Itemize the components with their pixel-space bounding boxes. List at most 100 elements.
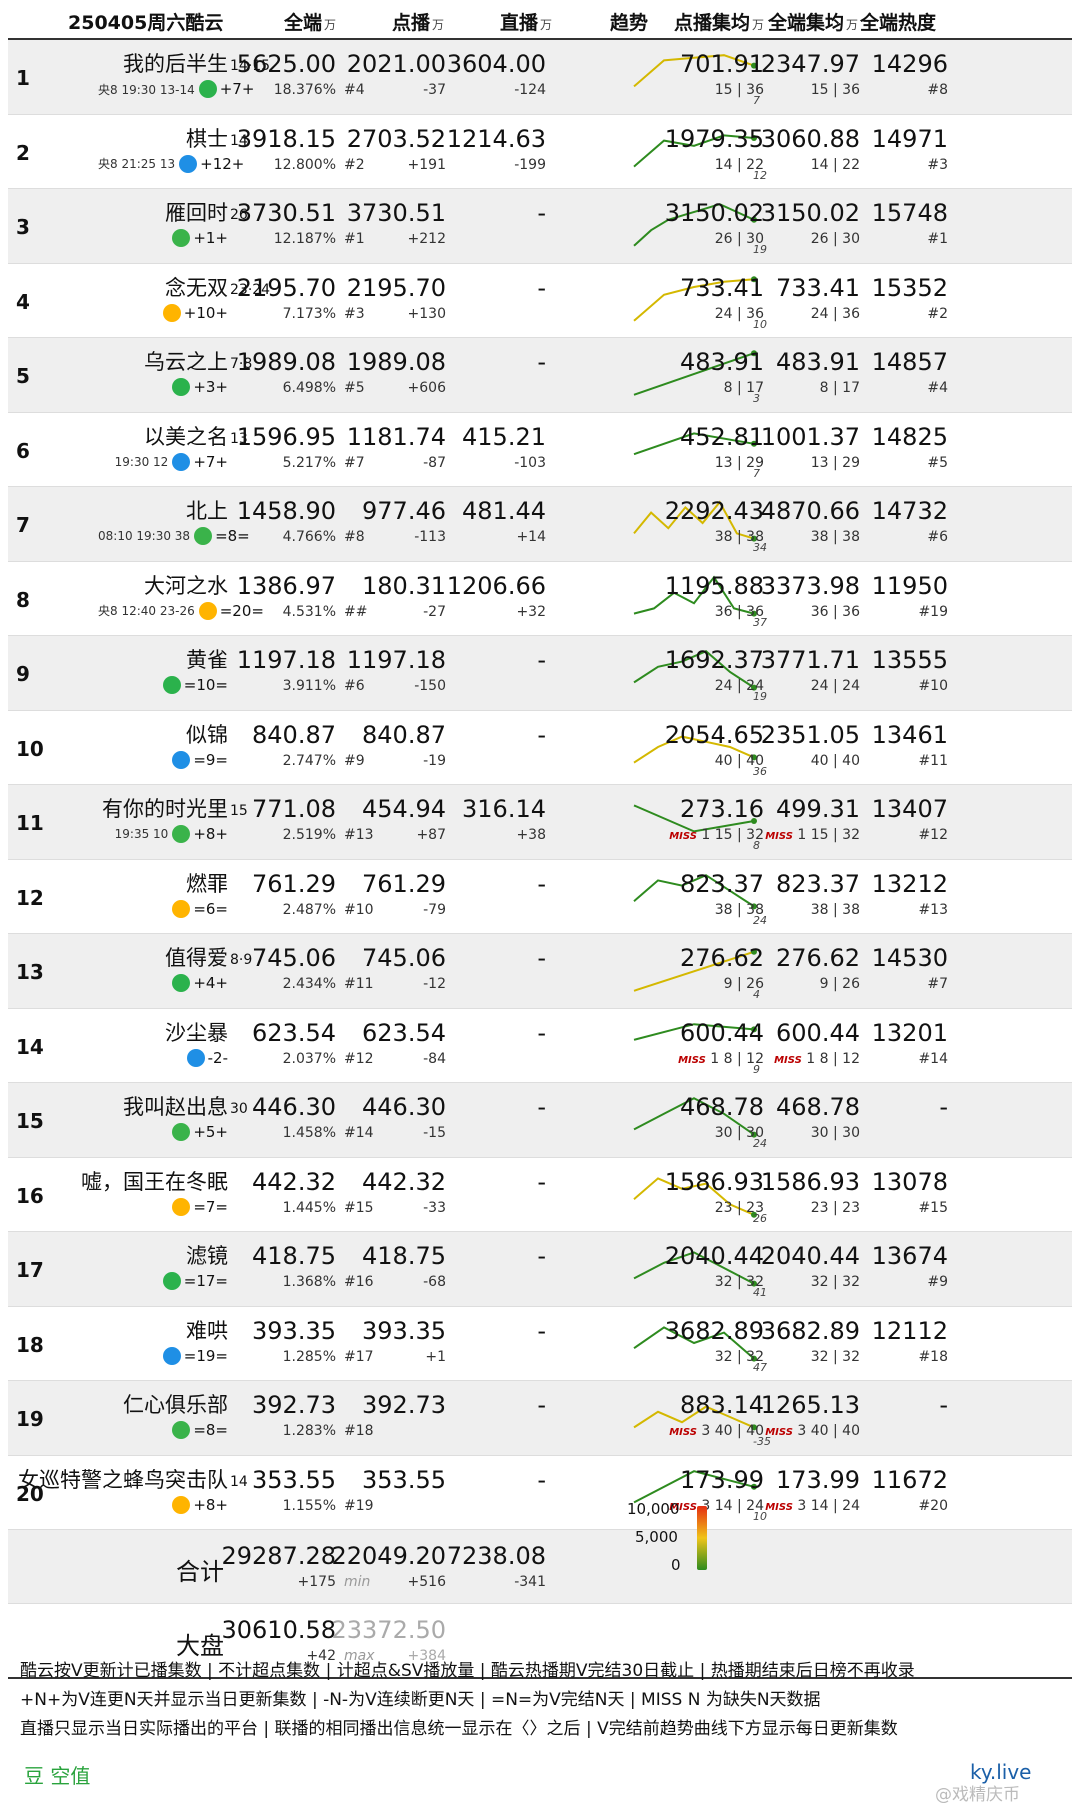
live-value: 1206.66: [446, 571, 546, 600]
vod-value: 761.29: [362, 869, 446, 898]
vod-average-ep-text: 26 | 30: [714, 231, 764, 247]
schedule-info: 央8 19:30 13-14 +7+: [98, 80, 254, 98]
schedule-info: +10+: [98, 303, 228, 322]
show-title: 棋士: [186, 126, 228, 151]
total-average: 3060.88: [760, 124, 860, 153]
total-average: 173.99: [776, 1465, 860, 1494]
vod-value: 180.31: [362, 571, 446, 600]
row-rank: 14: [16, 1034, 44, 1059]
vod-value: 1197.18: [346, 646, 446, 674]
platform-icon: [172, 229, 191, 247]
trend-end-point: [751, 1211, 757, 1218]
trend-line: [633, 1325, 755, 1359]
trend-end-point: [751, 1483, 757, 1490]
platform-icon: [172, 1123, 191, 1141]
update-status: =8=: [215, 527, 250, 545]
vod-average-ep-text: 15 | 36: [714, 82, 764, 98]
show-title: 女巡特警之蜂鸟突击队: [18, 1467, 228, 1492]
update-status: +8+: [193, 825, 228, 843]
total-average-ep-text: 36 | 36: [810, 603, 860, 620]
trend-end-point: [751, 753, 757, 760]
episode-label: 14: [230, 132, 248, 149]
vod-rank: #16: [344, 1274, 374, 1290]
air-time: 19:30 12: [114, 454, 169, 469]
vod-value: 745.06: [362, 944, 446, 972]
trend-line: [633, 1176, 755, 1216]
heat-value: 11950: [871, 571, 948, 600]
trend-sparkline: [633, 574, 757, 617]
vod-rank: #13: [344, 827, 374, 843]
vod-average-episodes: 36 | 36: [664, 604, 764, 620]
row-rank: 17: [16, 1258, 44, 1282]
platform-icon: [179, 154, 198, 173]
trend-end-point: [751, 440, 757, 447]
vod-average: 3150.02: [664, 199, 764, 227]
update-status: +3+: [193, 378, 228, 396]
miss-badge: MISS: [678, 1054, 706, 1066]
total-average-episodes: 24 | 24: [760, 678, 860, 694]
total-value: 5625.00: [236, 50, 336, 78]
total-average-episodes: MISS 3 40 | 40: [760, 1423, 860, 1439]
vod-average: 273.16: [680, 795, 764, 823]
live-value: -: [537, 1093, 546, 1121]
total-share: 12.800%: [273, 156, 336, 173]
total-share: 6.498%: [282, 380, 336, 396]
heat-value: 15352: [871, 273, 948, 302]
table-row: 4 念无双 23·24 +10+ 2195.70 7.173% 2195.70 #3 +130 -…: [8, 264, 1072, 338]
trend-end-point: [751, 62, 757, 69]
trend-episode-count: 37: [753, 615, 767, 629]
schedule-info: =9=: [98, 750, 228, 769]
total-share: 1.458%: [282, 1125, 336, 1141]
vod-average-episodes: MISS 1 8 | 12: [664, 1051, 764, 1067]
episode-label: 26: [230, 207, 248, 223]
trend-sparkline: [633, 431, 757, 455]
miss-badge: MISS: [669, 831, 697, 842]
trend-episode-count: 24: [753, 1137, 767, 1150]
total-average: 483.91: [776, 348, 860, 376]
episode-label: 14: [230, 1473, 248, 1490]
row-rank: 16: [16, 1183, 44, 1208]
show-title: 我叫赵出息: [123, 1095, 228, 1119]
total-average-episodes: 9 | 26: [760, 976, 860, 992]
trend-end-point: [751, 948, 757, 955]
vod-average-ep-text: 32 | 32: [714, 1274, 764, 1290]
schedule-info: 央8 12:40 23-26 =20=: [98, 601, 264, 620]
vod-average-episodes: 14 | 22: [664, 157, 764, 173]
totals-live-chg: -341: [514, 1574, 546, 1590]
trend-sparkline: [633, 203, 757, 247]
vod-rank: #9: [344, 752, 365, 769]
trend-end-point: [751, 134, 757, 141]
live-value: 1214.63: [446, 124, 546, 153]
vod-average-episodes: 30 | 30: [664, 1125, 764, 1141]
row-rank: 5: [16, 364, 30, 388]
vod-change: -27: [423, 603, 446, 620]
row-rank: 12: [16, 885, 44, 910]
episode-label: 7·8: [230, 356, 253, 372]
show-title: 燃罪: [186, 871, 228, 896]
trend-sparkline: [633, 500, 757, 542]
market-total-chg: +42: [306, 1648, 336, 1664]
show-title: 值得爱: [165, 946, 228, 970]
total-average-episodes: 32 | 32: [760, 1274, 860, 1290]
total-share: 1.445%: [282, 1199, 336, 1216]
total-share: 3.911%: [282, 678, 336, 694]
total-average-ep-text: 38 | 38: [810, 901, 860, 918]
total-share: 18.376%: [273, 82, 336, 98]
heat-value: 15748: [871, 199, 948, 227]
update-status: +8+: [193, 1495, 228, 1514]
vod-rank: #2: [344, 156, 365, 173]
show-title: 乌云之上: [144, 350, 228, 374]
trend-sparkline: [633, 873, 757, 909]
heat-rank: #6: [927, 529, 948, 545]
table-row: 1 我的后半生 14·15 央8 19:30 13-14 +7+ 5625.00 18.37…: [8, 40, 1072, 115]
air-time: 19:35 10: [114, 827, 169, 841]
vod-rank: #17: [344, 1348, 374, 1365]
heat-value: -: [939, 1391, 948, 1419]
vod-average-episodes: 26 | 30: [664, 231, 764, 247]
vod-value: 3730.51: [346, 199, 446, 227]
update-status: =17=: [183, 1272, 228, 1290]
trend-end-point: [751, 216, 757, 223]
total-average-episodes: 32 | 32: [760, 1349, 860, 1365]
trend-end-point: [751, 1424, 757, 1431]
table-row: 6 以美之名 13 19:30 12 +7+ 1596.95 5.217% 1181.74 #7…: [8, 413, 1072, 487]
